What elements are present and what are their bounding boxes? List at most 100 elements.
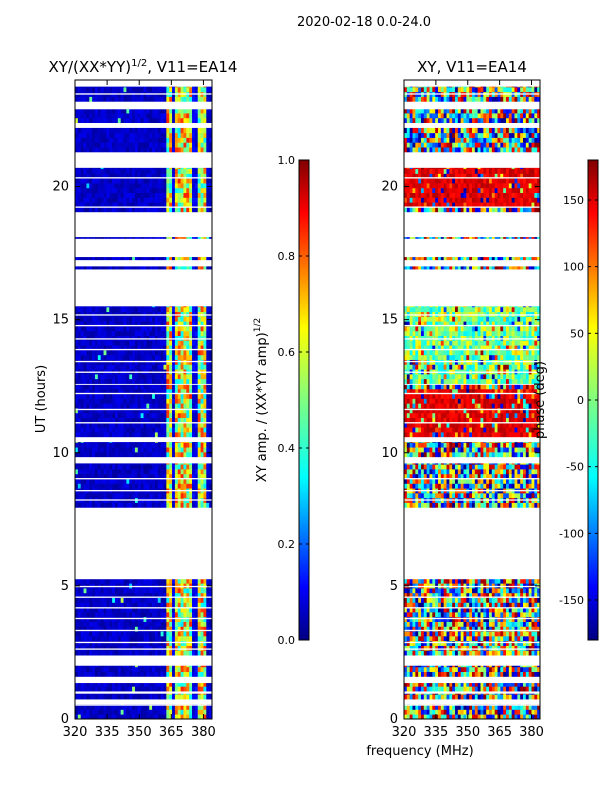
heatmap-cell	[123, 483, 127, 489]
heatmap-cell	[194, 408, 199, 414]
heatmap-cell	[77, 483, 82, 489]
heatmap-cell	[77, 468, 82, 475]
heatmap-cell	[435, 693, 439, 695]
heatmap-cell	[189, 306, 193, 308]
heatmap-cell	[163, 597, 167, 603]
heatmap-cell	[154, 463, 159, 465]
heatmap-cell	[183, 427, 187, 433]
heatmap-cell	[89, 579, 93, 584]
heatmap-cell	[134, 502, 139, 508]
heatmap-cell	[114, 142, 119, 148]
heatmap-cell	[100, 408, 104, 414]
heatmap-cell	[117, 626, 122, 632]
heatmap-cell	[146, 451, 150, 458]
heatmap-cell	[163, 178, 167, 184]
heatmap-cell	[186, 127, 190, 134]
heatmap-cell	[86, 306, 90, 313]
heatmap-cell	[528, 694, 532, 700]
heatmap-cell	[137, 502, 142, 508]
heatmap-cell	[206, 364, 210, 370]
heatmap-cell	[194, 431, 199, 438]
heatmap-cell	[89, 468, 93, 475]
heatmap-cell	[100, 86, 104, 88]
heatmap-cell	[120, 602, 124, 608]
heatmap-cell	[149, 142, 153, 148]
heatmap-cell	[172, 354, 176, 360]
heatmap-cell	[137, 403, 142, 409]
heatmap-cell	[103, 650, 107, 656]
heatmap-cell	[189, 412, 193, 418]
heatmap-cell	[172, 326, 176, 332]
heatmap-cell	[75, 237, 79, 239]
heatmap-cell	[89, 335, 93, 341]
heatmap-cell	[194, 645, 199, 651]
heatmap-cell	[520, 683, 524, 687]
heatmap-cell	[103, 417, 107, 423]
heatmap-cell	[75, 306, 79, 313]
heatmap-cell	[146, 588, 150, 594]
heatmap-cell	[117, 173, 122, 179]
heatmap-cell	[160, 388, 164, 395]
heatmap-cell	[192, 694, 196, 700]
heatmap-cell	[149, 611, 153, 618]
heatmap-cell	[152, 173, 156, 179]
heatmap-cell	[174, 583, 179, 589]
heatmap-cell	[152, 588, 156, 594]
heatmap-cell	[534, 694, 538, 700]
heatmap-cell	[89, 316, 93, 322]
heatmap-cell	[194, 403, 199, 409]
heatmap-cell	[149, 583, 153, 589]
heatmap-cell	[180, 316, 184, 322]
heatmap-cell	[109, 665, 113, 668]
heatmap-cell	[77, 451, 82, 458]
heatmap-cell	[172, 645, 176, 651]
heatmap-cell	[183, 398, 187, 404]
heatmap-cell	[177, 579, 181, 584]
heatmap-cell	[137, 463, 142, 465]
heatmap-cell	[180, 168, 184, 174]
heatmap-cell	[177, 686, 181, 692]
heatmap-cell	[183, 492, 187, 499]
heatmap-cell	[166, 335, 170, 341]
heatmap-cell	[140, 473, 144, 479]
heatmap-cell	[106, 113, 110, 119]
heatmap-cell	[75, 447, 79, 453]
heatmap-cell	[106, 483, 110, 489]
heatmap-cell	[160, 147, 164, 153]
heatmap-cell	[77, 349, 82, 356]
heatmap-cell	[123, 592, 127, 598]
heatmap-cell	[146, 447, 150, 453]
heatmap-cell	[189, 468, 193, 475]
heatmap-cell	[137, 393, 142, 399]
heatmap-cell	[126, 187, 130, 194]
heatmap-cell	[172, 597, 176, 603]
heatmap-cell	[169, 408, 173, 414]
heatmap-cell	[109, 442, 113, 448]
heatmap-cell	[174, 147, 179, 153]
heatmap-cell	[152, 592, 156, 598]
heatmap-cell	[86, 427, 90, 433]
heatmap-cell	[169, 616, 173, 622]
heatmap-cell	[457, 686, 462, 692]
heatmap-cell	[189, 666, 193, 673]
heatmap-cell	[169, 86, 173, 93]
heatmap-cell	[86, 468, 90, 475]
heatmap-cell	[100, 96, 104, 102]
heatmap-cell	[440, 686, 445, 692]
heatmap-cell	[97, 340, 102, 346]
heatmap-cell	[174, 714, 179, 720]
heatmap-cell	[80, 354, 84, 360]
heatmap-cell	[169, 666, 173, 673]
heatmap-cell	[94, 384, 99, 390]
heatmap-cell	[172, 422, 176, 428]
heatmap-cell	[180, 621, 184, 627]
heatmap-cell	[103, 412, 107, 418]
heatmap-cell	[160, 666, 164, 673]
heatmap-cell	[203, 464, 207, 470]
heatmap-cell	[92, 694, 96, 700]
heatmap-cell	[143, 207, 147, 213]
heatmap-cell	[160, 113, 164, 119]
heatmap-cell	[140, 693, 144, 695]
heatmap-cell	[152, 635, 156, 642]
heatmap-cell	[103, 335, 107, 341]
